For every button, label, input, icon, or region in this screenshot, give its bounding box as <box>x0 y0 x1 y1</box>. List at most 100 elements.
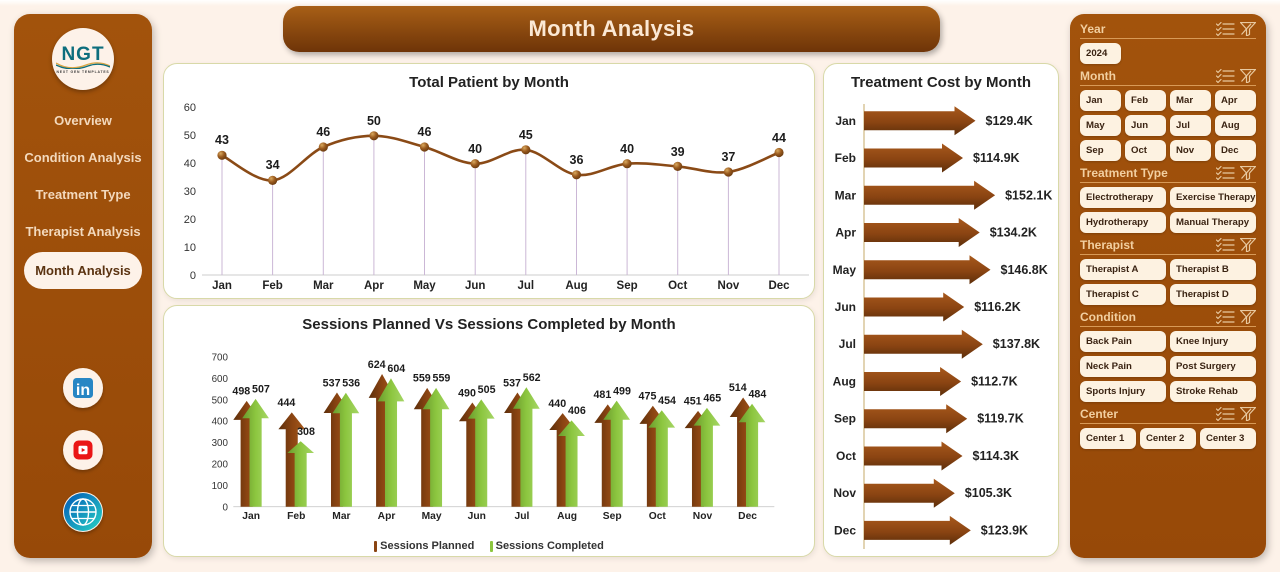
svg-text:Mar: Mar <box>332 511 350 522</box>
svg-text:562: 562 <box>523 372 541 384</box>
svg-text:39: 39 <box>671 145 685 159</box>
svg-text:451: 451 <box>684 396 702 408</box>
svg-text:499: 499 <box>613 385 631 397</box>
svg-text:44: 44 <box>772 131 786 145</box>
svg-text:46: 46 <box>316 125 330 139</box>
svg-text:505: 505 <box>478 384 496 396</box>
svg-text:604: 604 <box>387 363 405 375</box>
svg-text:100: 100 <box>212 481 229 492</box>
svg-text:624: 624 <box>368 359 386 371</box>
svg-text:475: 475 <box>639 390 657 402</box>
svg-text:$134.2K: $134.2K <box>990 226 1037 240</box>
svg-text:490: 490 <box>458 387 476 399</box>
svg-text:Feb: Feb <box>262 280 282 292</box>
svg-text:Feb: Feb <box>287 511 305 522</box>
svg-text:Jul: Jul <box>517 280 534 292</box>
svg-text:514: 514 <box>729 382 747 394</box>
svg-text:50: 50 <box>184 130 196 142</box>
svg-text:Jun: Jun <box>835 300 856 314</box>
svg-text:May: May <box>413 280 436 292</box>
svg-text:$105.3K: $105.3K <box>965 486 1012 500</box>
svg-text:300: 300 <box>212 438 229 449</box>
svg-text:$152.1K: $152.1K <box>1005 188 1052 202</box>
svg-text:465: 465 <box>703 393 721 405</box>
svg-text:454: 454 <box>658 395 676 407</box>
svg-text:481: 481 <box>593 389 611 401</box>
svg-text:Feb: Feb <box>835 151 856 165</box>
svg-text:Apr: Apr <box>378 511 396 522</box>
svg-text:36: 36 <box>570 153 584 167</box>
svg-text:40: 40 <box>620 142 634 156</box>
svg-text:0: 0 <box>190 270 196 282</box>
svg-text:Jan: Jan <box>835 114 856 128</box>
svg-text:537: 537 <box>503 377 521 389</box>
svg-text:Jan: Jan <box>212 280 232 292</box>
svg-text:40: 40 <box>468 142 482 156</box>
svg-text:Mar: Mar <box>835 188 857 202</box>
svg-text:in: in <box>76 382 90 399</box>
svg-text:Jun: Jun <box>465 280 485 292</box>
svg-text:$114.9K: $114.9K <box>973 151 1020 165</box>
svg-text:Dec: Dec <box>768 280 790 292</box>
svg-text:37: 37 <box>721 150 735 164</box>
svg-text:507: 507 <box>252 384 270 396</box>
svg-text:45: 45 <box>519 128 533 142</box>
svg-text:40: 40 <box>184 158 196 170</box>
svg-text:$123.9K: $123.9K <box>981 523 1028 537</box>
svg-text:$116.2K: $116.2K <box>974 300 1021 314</box>
svg-text:43: 43 <box>215 133 229 147</box>
svg-text:Dec: Dec <box>834 523 856 537</box>
svg-text:406: 406 <box>568 405 586 417</box>
svg-text:Nov: Nov <box>718 280 740 292</box>
svg-text:30: 30 <box>184 186 196 198</box>
svg-text:34: 34 <box>266 158 280 172</box>
svg-text:537: 537 <box>323 377 341 389</box>
svg-text:0: 0 <box>223 502 229 513</box>
svg-text:20: 20 <box>184 214 196 226</box>
svg-text:Apr: Apr <box>835 226 856 240</box>
svg-text:Dec: Dec <box>738 511 757 522</box>
svg-text:Oct: Oct <box>668 280 687 292</box>
svg-text:Sep: Sep <box>617 280 638 292</box>
svg-text:46: 46 <box>418 125 432 139</box>
svg-text:308: 308 <box>297 426 315 438</box>
svg-text:$129.4K: $129.4K <box>986 114 1033 128</box>
svg-text:May: May <box>833 263 857 277</box>
svg-text:500: 500 <box>212 395 229 406</box>
svg-text:50: 50 <box>367 114 381 128</box>
svg-text:536: 536 <box>342 377 360 389</box>
svg-text:Oct: Oct <box>836 449 856 463</box>
svg-text:Jan: Jan <box>242 511 260 522</box>
svg-text:Mar: Mar <box>313 280 334 292</box>
svg-text:440: 440 <box>548 398 566 410</box>
svg-text:Jul: Jul <box>839 337 856 351</box>
svg-text:Oct: Oct <box>649 511 667 522</box>
svg-text:$146.8K: $146.8K <box>1001 263 1048 277</box>
svg-text:$114.3K: $114.3K <box>973 449 1020 463</box>
svg-text:498: 498 <box>232 386 250 398</box>
svg-text:60: 60 <box>184 102 196 114</box>
svg-text:10: 10 <box>184 242 196 254</box>
svg-text:$119.7K: $119.7K <box>977 412 1024 426</box>
svg-text:700: 700 <box>212 353 229 364</box>
svg-text:May: May <box>422 511 442 522</box>
svg-text:559: 559 <box>413 373 431 385</box>
svg-text:484: 484 <box>748 389 766 401</box>
svg-text:200: 200 <box>212 460 229 471</box>
svg-text:Aug: Aug <box>565 280 587 292</box>
svg-text:Sep: Sep <box>603 511 622 522</box>
svg-text:Nov: Nov <box>833 486 856 500</box>
svg-text:Nov: Nov <box>693 511 713 522</box>
svg-text:600: 600 <box>212 374 229 385</box>
svg-text:444: 444 <box>278 397 296 409</box>
svg-text:Jun: Jun <box>468 511 486 522</box>
svg-text:400: 400 <box>212 417 229 428</box>
svg-text:Apr: Apr <box>364 280 384 292</box>
svg-text:$112.7K: $112.7K <box>971 375 1018 389</box>
svg-text:Aug: Aug <box>557 511 577 522</box>
svg-text:$137.8K: $137.8K <box>993 337 1040 351</box>
svg-text:Jul: Jul <box>515 511 530 522</box>
svg-text:Aug: Aug <box>833 375 856 389</box>
svg-text:Sep: Sep <box>834 412 856 426</box>
svg-text:559: 559 <box>433 373 451 385</box>
